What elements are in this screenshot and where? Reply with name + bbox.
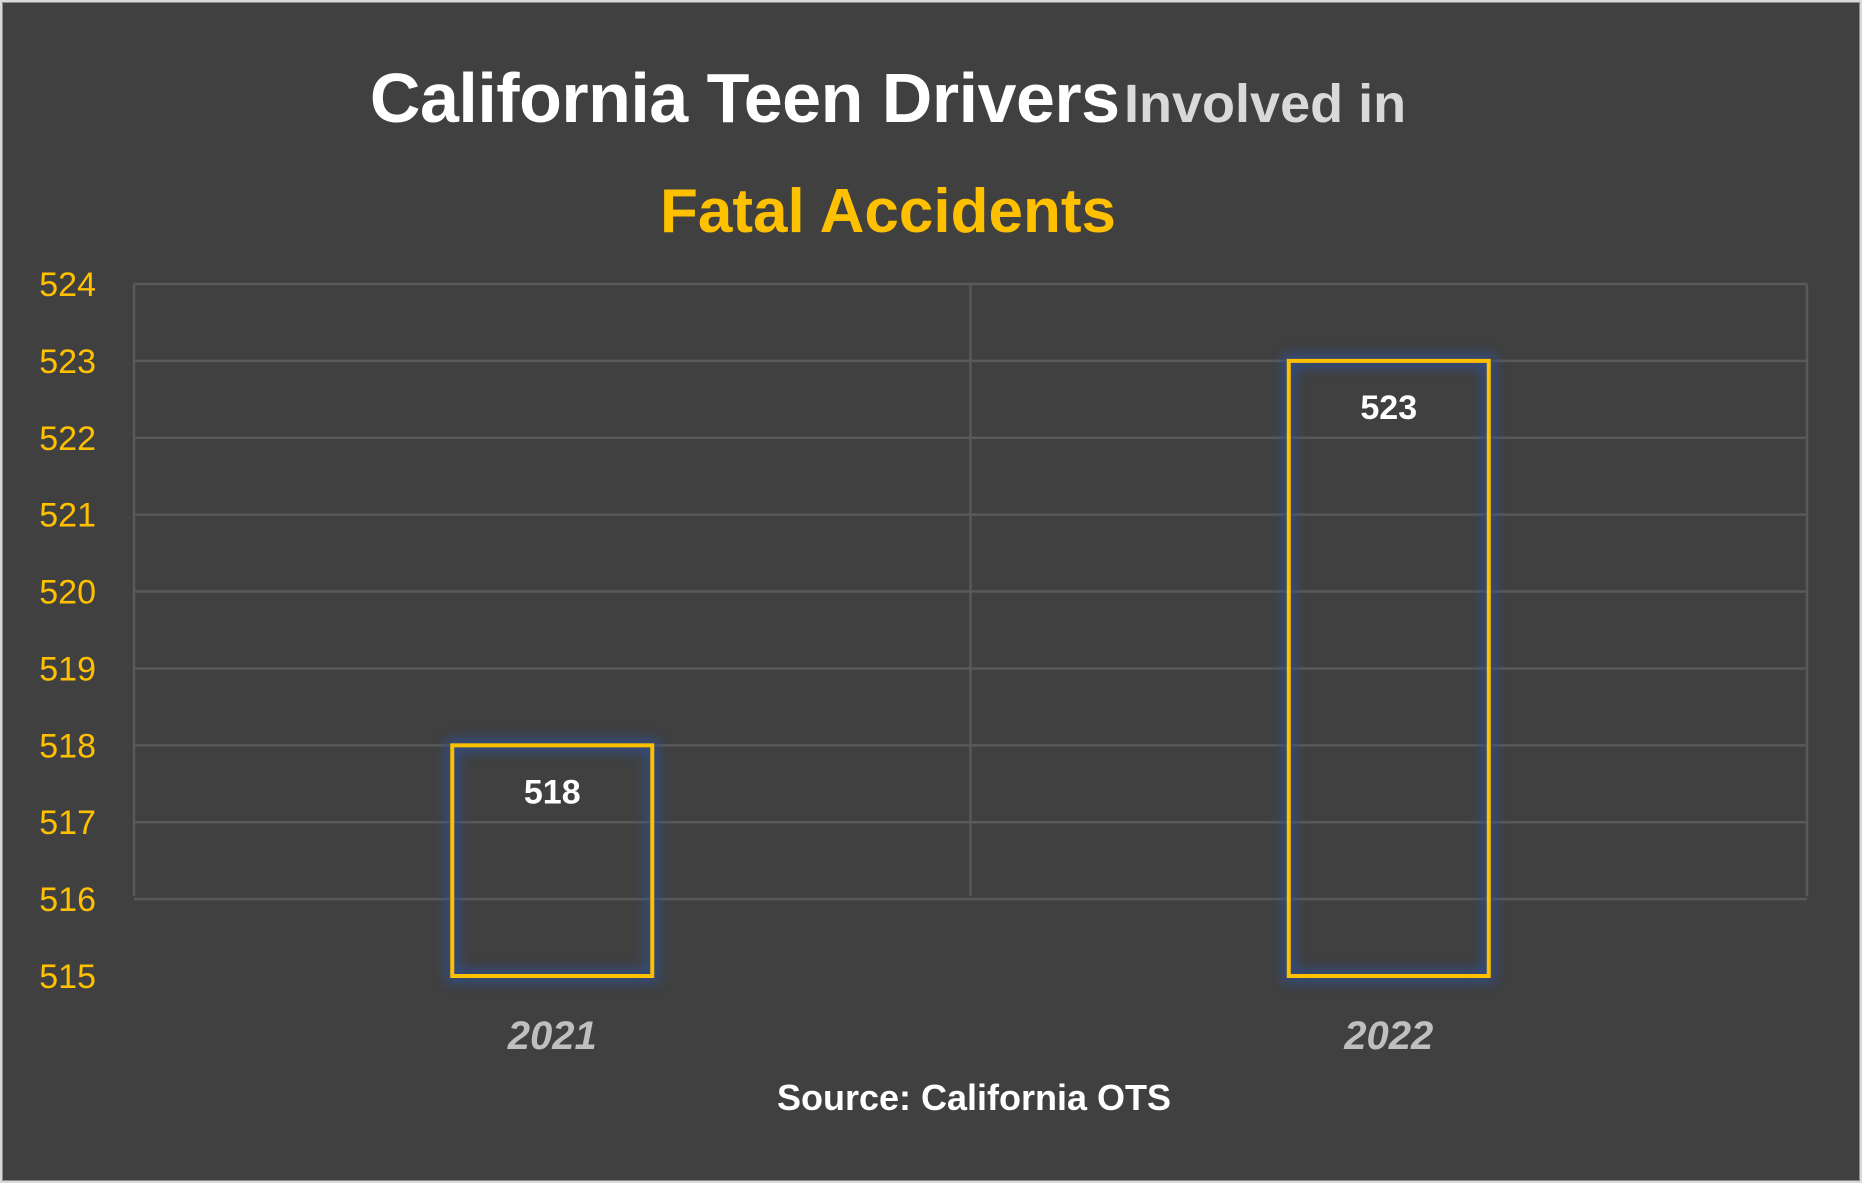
title-line-2: Fatal Accidents [3, 165, 1773, 275]
grid [132, 282, 1809, 901]
y-axis-ticks: 515 516 517 518 519 520 521 522 523 524 [39, 266, 96, 996]
source-note: Source: California OTS [776, 1077, 1172, 1118]
x-tick-label-2021: 2021 [507, 1014, 597, 1058]
y-tick-label: 520 [39, 574, 96, 612]
y-tick-label: 523 [39, 343, 96, 381]
bar-2022 [1286, 358, 1491, 978]
x-axis-ticks: 2021 2022 [507, 1014, 1433, 1058]
y-tick-label: 515 [39, 958, 96, 996]
x-tick-label-2022: 2022 [1343, 1014, 1433, 1058]
y-tick-label: 519 [39, 650, 96, 688]
title-accent-text: Fatal Accidents [660, 177, 1116, 246]
title-line-1: California Teen Drivers Involved in [3, 51, 1773, 165]
title-main-text: California Teen Drivers [369, 59, 1120, 137]
y-tick-label: 522 [39, 420, 96, 458]
bar-chart: 515 516 517 518 519 520 521 522 523 524 518 523 20… [39, 266, 1809, 1058]
y-tick-label: 518 [39, 727, 96, 765]
data-label-2022: 523 [1360, 389, 1417, 427]
bar-2021 [450, 743, 655, 978]
y-tick-label: 521 [39, 497, 96, 535]
title-secondary-text: Involved in [1124, 74, 1407, 134]
chart-title: California Teen Drivers Involved in Fata… [3, 51, 1773, 275]
bars: 518 523 [446, 354, 1495, 982]
data-label-2021: 518 [524, 773, 581, 811]
y-tick-label: 524 [39, 266, 96, 304]
y-tick-label: 516 [39, 881, 96, 919]
y-tick-label: 517 [39, 804, 96, 842]
